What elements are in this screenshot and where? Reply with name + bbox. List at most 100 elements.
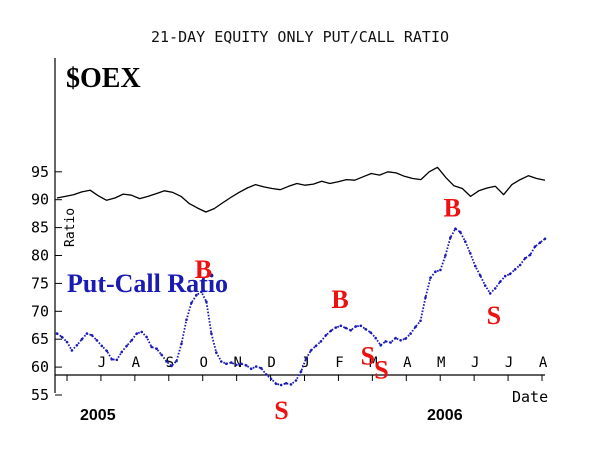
put-call-point: [299, 370, 303, 373]
put-call-point: [284, 382, 288, 385]
put-call-point: [379, 344, 383, 347]
put-call-point: [523, 257, 527, 260]
x-tick-label: J: [505, 355, 513, 371]
x-tick-label: A: [132, 355, 141, 371]
put-call-point: [414, 325, 417, 329]
put-call-point: [493, 287, 497, 290]
put-call-point: [175, 359, 178, 363]
put-call-point: [244, 364, 248, 367]
put-call-point: [479, 274, 482, 277]
put-call-point: [488, 292, 492, 295]
put-call-point: [110, 358, 114, 361]
x-tick-label: J: [98, 355, 106, 371]
put-call-point: [130, 339, 133, 342]
x-axis-label: Date: [512, 388, 548, 406]
put-call-point: [205, 300, 208, 304]
y-axis-ticks: 95 90 85 80 75 70 65 60 55: [31, 163, 62, 404]
put-call-point: [384, 340, 388, 343]
put-call-point: [165, 360, 168, 363]
put-call-point: [190, 301, 193, 305]
put-call-point: [444, 254, 447, 257]
put-call-point: [304, 357, 308, 361]
put-call-point: [180, 342, 183, 346]
put-call-point: [140, 330, 143, 334]
put-call-point: [359, 324, 363, 328]
y-tick-label: 85: [31, 219, 49, 237]
put-call-point: [259, 366, 263, 370]
put-call-annotation: Put-Call Ratio: [67, 269, 228, 298]
put-call-point: [215, 351, 218, 354]
put-call-point: [543, 237, 547, 241]
put-call-point: [185, 318, 188, 322]
put-call-point: [60, 335, 64, 339]
put-call-point: [528, 253, 532, 257]
oex-annotation: $OEX: [66, 63, 141, 94]
y-tick-label: 60: [31, 358, 49, 376]
put-call-point: [334, 326, 338, 329]
put-call-point: [329, 329, 333, 333]
put-call-point: [459, 230, 462, 234]
put-call-point: [80, 337, 84, 341]
put-call-point: [150, 345, 153, 349]
year-label-2005: 2005: [80, 407, 116, 424]
put-call-point: [279, 383, 283, 387]
put-call-point: [220, 360, 223, 363]
put-call-point: [409, 332, 412, 335]
put-call-point: [274, 382, 278, 386]
sell-signal-label: S: [361, 342, 375, 371]
y-tick-label: 95: [31, 163, 49, 181]
x-tick-label: J: [301, 355, 309, 371]
put-call-point: [254, 365, 258, 368]
y-tick-label: 65: [31, 330, 49, 348]
put-call-point: [195, 293, 198, 297]
put-call-point: [394, 336, 397, 340]
x-tick-label: S: [166, 355, 174, 371]
buy-signal-label: B: [195, 255, 212, 284]
put-call-series-line: [56, 227, 546, 386]
put-call-point: [324, 334, 328, 337]
x-tick-label: J: [471, 355, 479, 371]
y-tick-label: 55: [31, 386, 49, 404]
x-tick-label: O: [200, 355, 208, 371]
put-call-point: [269, 377, 273, 381]
put-call-point: [239, 362, 243, 366]
put-call-point: [419, 319, 422, 323]
put-call-point: [85, 332, 89, 335]
sell-signal-label: S: [274, 396, 288, 425]
put-call-point: [374, 336, 378, 340]
put-call-point: [483, 284, 487, 287]
put-call-point: [249, 367, 253, 371]
put-call-point: [294, 379, 298, 382]
x-tick-label: N: [233, 355, 241, 371]
put-call-point: [55, 332, 59, 335]
y-tick-label: 80: [31, 247, 49, 265]
put-call-point: [145, 335, 148, 339]
year-label-2006: 2006: [427, 407, 463, 424]
x-tick-label: A: [403, 355, 412, 371]
chart-title: 21-DAY EQUITY ONLY PUT/CALL RATIO: [151, 28, 449, 46]
put-call-point: [264, 373, 268, 376]
x-tick-label: F: [335, 355, 343, 371]
put-call-point: [235, 363, 238, 367]
buy-signal-label: B: [444, 193, 461, 222]
put-call-point: [439, 268, 442, 272]
x-tick-label: M: [437, 355, 445, 371]
buy-signal-label: B: [331, 285, 348, 314]
put-call-point: [434, 270, 437, 274]
put-call-point: [105, 349, 109, 353]
put-call-point: [135, 332, 138, 335]
put-call-point: [464, 240, 467, 243]
put-call-point: [429, 276, 432, 280]
put-call-point: [289, 383, 293, 386]
put-call-point: [75, 344, 79, 347]
put-call-point: [309, 349, 313, 352]
put-call-point: [230, 361, 233, 364]
put-call-point: [508, 272, 512, 276]
put-call-point: [100, 344, 104, 348]
put-call-point: [120, 350, 123, 354]
put-call-point: [513, 268, 517, 271]
oex-series-line: [56, 166, 546, 213]
